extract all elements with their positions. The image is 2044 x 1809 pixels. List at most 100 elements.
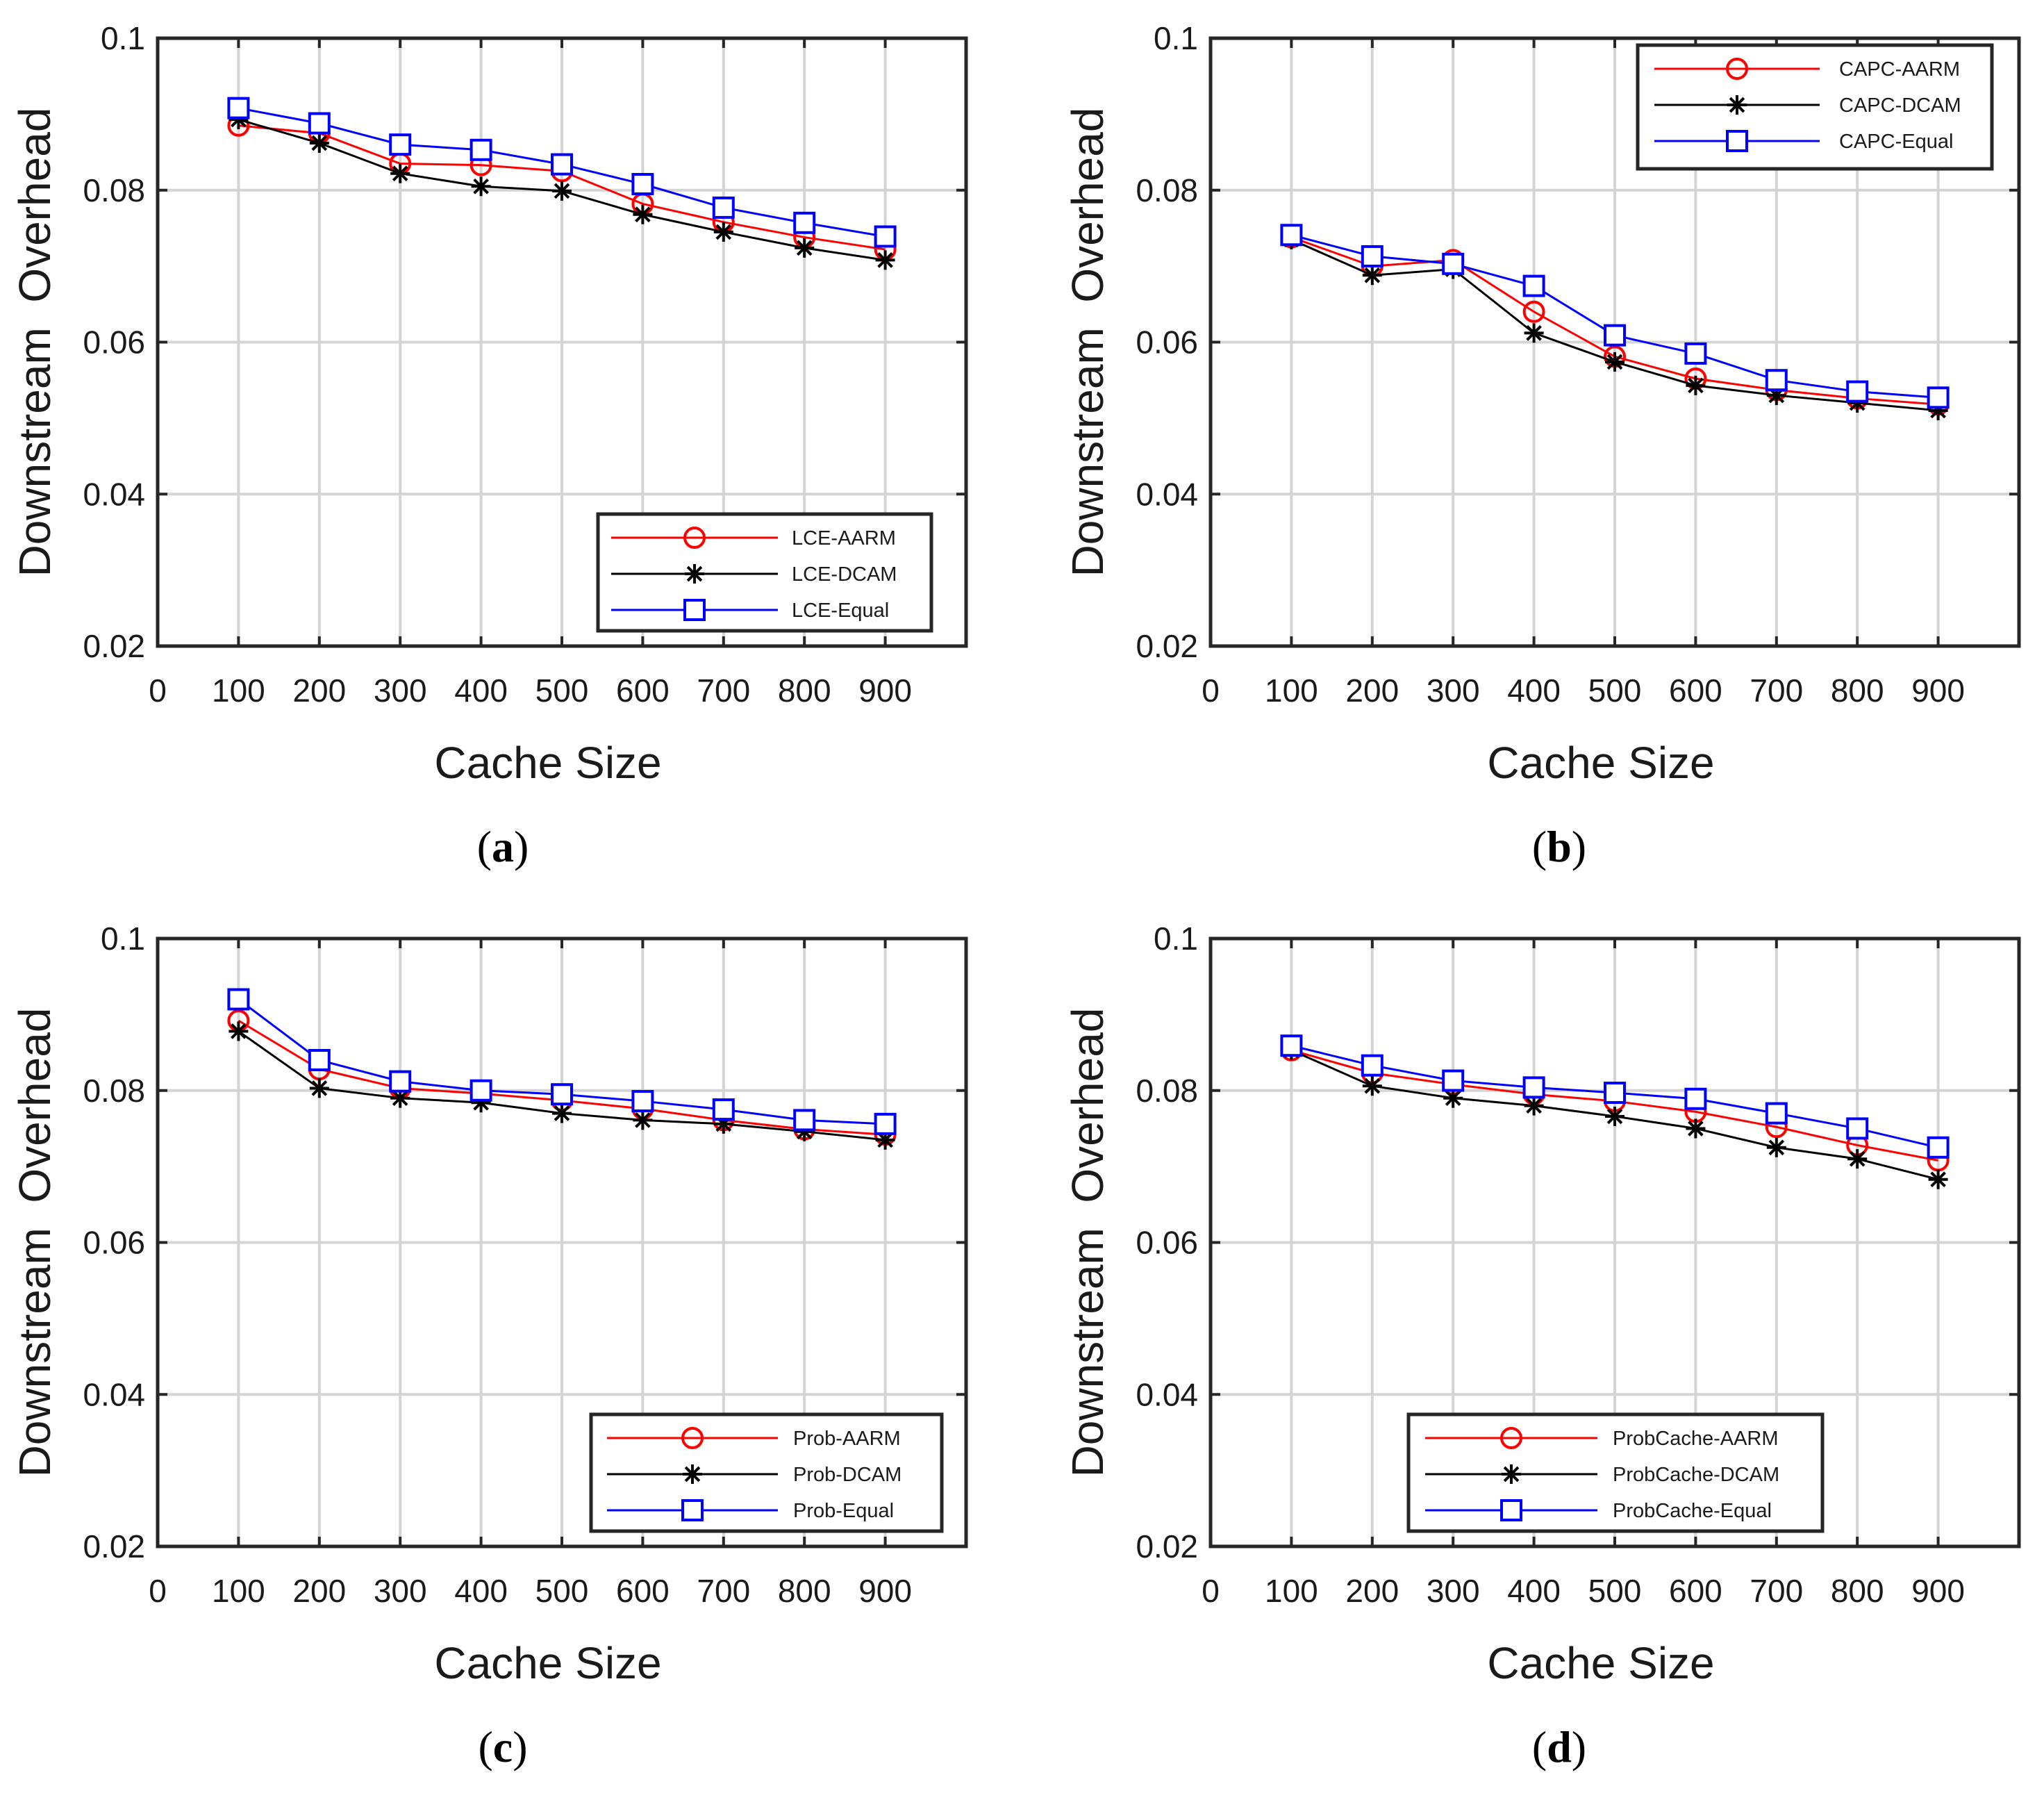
data-point xyxy=(390,163,410,183)
data-point xyxy=(389,133,412,156)
x-tick-label: 0 xyxy=(1202,672,1220,709)
x-axis-title: Cache Size xyxy=(1487,738,1714,788)
data-point xyxy=(1847,1149,1868,1169)
legend-entry-LCE-AARM: LCE-AARM xyxy=(611,527,896,550)
data-point xyxy=(1361,1054,1384,1077)
data-point xyxy=(1524,1096,1544,1116)
y-tick-label: 0.02 xyxy=(1136,628,1198,664)
data-point xyxy=(874,225,897,248)
x-tick-label: 700 xyxy=(1750,672,1803,709)
x-tick-label: 500 xyxy=(535,672,589,709)
data-point xyxy=(1686,1118,1706,1139)
x-tick-label: 700 xyxy=(1750,1573,1803,1609)
y-tick-label: 0.06 xyxy=(83,324,145,361)
legend: ProbCache-AARM ProbCache-DCAM ProbCache-Eq… xyxy=(1406,1412,1825,1533)
legend-box xyxy=(1406,1412,1825,1533)
data-point xyxy=(1362,1076,1382,1096)
data-point xyxy=(875,250,895,270)
x-tick-label: 600 xyxy=(616,672,670,709)
data-point xyxy=(633,1110,653,1130)
x-tick-label: 500 xyxy=(1588,672,1642,709)
panel-label: (b) xyxy=(1532,822,1586,871)
data-point xyxy=(308,1049,331,1071)
x-tick-label: 100 xyxy=(1265,1573,1318,1609)
legend-entry-Prob-Equal: Prob-Equal xyxy=(607,1499,894,1522)
legend-label: CAPC-DCAM xyxy=(1839,94,1961,117)
legend-entry-CAPC-DCAM: CAPC-DCAM xyxy=(1654,94,1961,117)
data-point xyxy=(633,204,653,224)
legend-entry-ProbCache-AARM: ProbCache-AARM xyxy=(1425,1427,1779,1450)
data-point xyxy=(1522,300,1545,323)
x-axis-title: Cache Size xyxy=(1487,1638,1714,1688)
legend-label: Prob-AARM xyxy=(793,1428,901,1450)
data-point xyxy=(551,1083,573,1106)
data-point xyxy=(470,1079,492,1102)
panel-label: (a) xyxy=(477,822,529,871)
legend-label: ProbCache-Equal xyxy=(1613,1500,1772,1522)
legend-entry-LCE-DCAM: LCE-DCAM xyxy=(611,563,897,586)
y-tick-label: 0.06 xyxy=(83,1225,145,1261)
y-axis-title: Downstream Overhead xyxy=(10,1008,60,1478)
y-tick-label: 0.08 xyxy=(1136,1073,1198,1109)
panel-label: (c) xyxy=(478,1722,527,1771)
data-point xyxy=(1928,1169,1948,1189)
legend-marker xyxy=(1500,1427,1522,1449)
data-point xyxy=(551,153,573,176)
x-tick-label: 400 xyxy=(1507,672,1561,709)
data-point xyxy=(713,222,733,242)
x-tick-label: 200 xyxy=(1345,672,1399,709)
legend-entry-Prob-AARM: Prob-AARM xyxy=(607,1427,901,1450)
y-axis-title: Downstream Overhead xyxy=(10,108,60,577)
legend-label: LCE-Equal xyxy=(792,600,889,622)
data-point xyxy=(1604,1082,1626,1105)
x-tick-label: 0 xyxy=(149,1573,167,1609)
data-point xyxy=(712,1098,735,1121)
legend-marker xyxy=(1726,130,1748,152)
legend-marker xyxy=(681,1427,704,1449)
legend-box xyxy=(1636,43,1994,171)
y-tick-label: 0.1 xyxy=(101,920,145,957)
legend-entry-LCE-Equal: LCE-Equal xyxy=(611,599,889,622)
legend-entry-ProbCache-Equal: ProbCache-Equal xyxy=(1425,1499,1772,1522)
legend-box xyxy=(589,1412,944,1533)
x-axis-title: Cache Size xyxy=(434,738,661,788)
data-point xyxy=(1442,1069,1465,1092)
data-point xyxy=(1604,324,1626,347)
data-point xyxy=(1442,252,1465,275)
x-tick-label: 700 xyxy=(697,1573,750,1609)
data-point xyxy=(1362,265,1382,286)
y-tick-label: 0.04 xyxy=(1136,476,1198,512)
y-tick-label: 0.02 xyxy=(83,628,145,664)
y-tick-label: 0.1 xyxy=(1154,20,1198,56)
x-tick-label: 200 xyxy=(292,1573,346,1609)
legend-marker xyxy=(683,527,706,549)
data-point xyxy=(1605,1106,1625,1126)
data-point xyxy=(1684,1087,1707,1110)
panel-label: (d) xyxy=(1532,1722,1586,1771)
x-tick-label: 0 xyxy=(149,672,167,709)
legend: Prob-AARM Prob-DCAM Prob-Equal xyxy=(589,1412,944,1533)
data-point xyxy=(793,211,816,234)
series-LCE-Equal xyxy=(227,97,897,248)
y-tick-label: 0.1 xyxy=(1154,920,1198,957)
data-point xyxy=(227,988,250,1011)
legend-marker xyxy=(1727,95,1747,115)
data-point xyxy=(1280,224,1303,247)
x-tick-label: 200 xyxy=(292,672,346,709)
y-axis-title: Downstream Overhead xyxy=(1063,1008,1113,1478)
data-point xyxy=(471,176,491,197)
legend: LCE-AARM LCE-DCAM LCE-Equal xyxy=(596,512,933,633)
y-tick-label: 0.04 xyxy=(1136,1376,1198,1412)
data-point xyxy=(229,1021,249,1041)
x-tick-label: 500 xyxy=(1588,1573,1642,1609)
legend-marker xyxy=(685,564,704,584)
y-tick-label: 0.08 xyxy=(83,172,145,208)
legend-marker xyxy=(681,1499,704,1521)
data-point xyxy=(470,138,492,161)
x-tick-label: 600 xyxy=(1669,672,1722,709)
x-axis-title: Cache Size xyxy=(434,1638,661,1688)
x-tick-label: 900 xyxy=(858,672,912,709)
data-point xyxy=(1765,1102,1788,1125)
chart-panel-c: 0 100 200 300 400 500 600 700 800 900 0.02 0.04 0.06… xyxy=(10,920,968,1688)
legend-label: Prob-Equal xyxy=(793,1500,894,1522)
